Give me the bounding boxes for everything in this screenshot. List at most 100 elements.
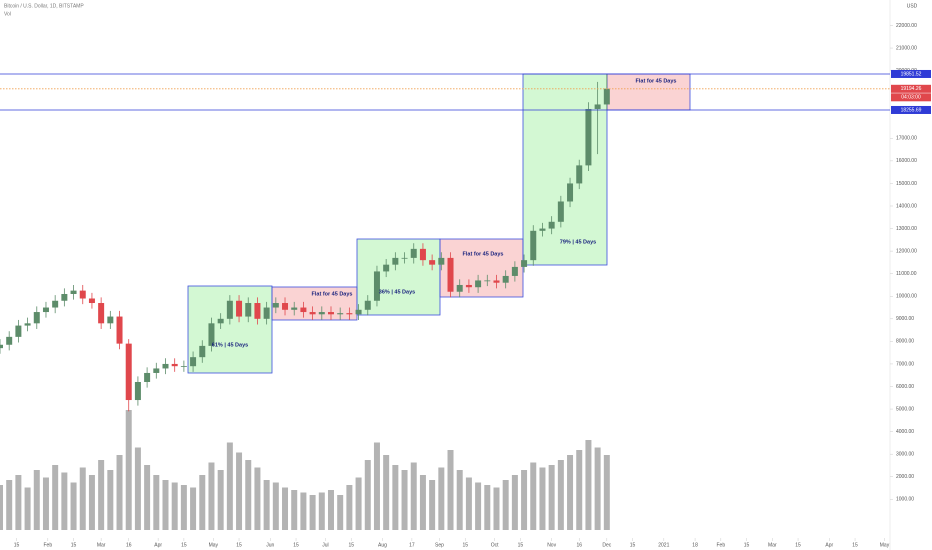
volume-bar bbox=[502, 480, 509, 530]
candle-body bbox=[419, 248, 426, 261]
candle-body bbox=[245, 303, 252, 317]
volume-bar bbox=[309, 495, 316, 530]
volume-bar bbox=[162, 480, 169, 530]
candle-body bbox=[171, 363, 178, 367]
y-tick-label: 17000.00 bbox=[896, 136, 917, 142]
volume-bar bbox=[282, 487, 289, 530]
countdown-label: 04:03:00 bbox=[901, 95, 921, 101]
candle-body bbox=[153, 368, 160, 373]
candle-body bbox=[116, 316, 123, 344]
volume-bar bbox=[484, 485, 491, 530]
candle-body bbox=[355, 309, 362, 315]
gain-box bbox=[522, 73, 608, 266]
candle-body bbox=[383, 264, 390, 272]
volume-bar bbox=[521, 470, 528, 530]
volume-bar bbox=[511, 475, 518, 530]
volume-bar bbox=[346, 485, 353, 530]
gain-box bbox=[356, 238, 441, 316]
x-tick-label: 15 bbox=[852, 542, 858, 548]
volume-bar bbox=[217, 470, 224, 530]
price-label: 19851.52 bbox=[901, 71, 922, 77]
candle-body bbox=[61, 293, 68, 301]
candle-body bbox=[125, 343, 132, 401]
volume-bar bbox=[557, 460, 564, 530]
candle-body bbox=[282, 303, 289, 310]
y-tick-label: 13000.00 bbox=[896, 226, 917, 232]
candle-body bbox=[337, 313, 344, 315]
y-tick-label: 15000.00 bbox=[896, 181, 917, 187]
candle-body bbox=[42, 307, 49, 313]
x-tick-label: 2021 bbox=[658, 542, 669, 548]
volume-bar bbox=[134, 447, 141, 530]
volume-bar bbox=[383, 455, 390, 530]
volume-bar bbox=[530, 462, 537, 530]
candle-body bbox=[511, 266, 518, 276]
x-tick-label: 15 bbox=[71, 542, 77, 548]
y-tick-label: 6000.00 bbox=[896, 384, 914, 390]
volume-bar bbox=[125, 410, 132, 530]
price-label: 19194.26 bbox=[901, 86, 922, 92]
volume-bar bbox=[199, 475, 206, 530]
chart-title: Bitcoin / U.S. Dollar, 1D, BITSTAMP bbox=[4, 3, 84, 9]
candle-body bbox=[226, 300, 233, 319]
y-tick-label: 10000.00 bbox=[896, 294, 917, 300]
candle-body bbox=[456, 284, 463, 292]
x-tick-label: Nov bbox=[547, 542, 556, 548]
candle-body bbox=[300, 307, 307, 313]
volume-bar bbox=[438, 467, 445, 530]
candle-body bbox=[603, 88, 610, 105]
volume-bar bbox=[33, 470, 40, 530]
y-tick-label: 2000.00 bbox=[896, 474, 914, 480]
candle-body bbox=[134, 381, 141, 401]
volume-bar bbox=[107, 470, 114, 530]
candle-body bbox=[291, 307, 298, 310]
volume-bar bbox=[263, 480, 270, 530]
candle-body bbox=[530, 230, 537, 261]
volume-bar bbox=[291, 490, 298, 530]
candle-body bbox=[373, 271, 380, 301]
x-tick-label: 15 bbox=[795, 542, 801, 548]
candle-body bbox=[521, 260, 528, 267]
volume-bar bbox=[116, 455, 123, 530]
y-tick-label: 4000.00 bbox=[896, 429, 914, 435]
annotation: Flat for 45 Days bbox=[463, 251, 504, 257]
volume-bar bbox=[272, 482, 279, 530]
volume-bar bbox=[88, 475, 95, 530]
x-tick-label: 15 bbox=[181, 542, 187, 548]
x-tick-label: 15 bbox=[236, 542, 242, 548]
volume-bar bbox=[410, 462, 417, 530]
candle-body bbox=[567, 183, 574, 202]
axis-unit: USD bbox=[907, 3, 918, 9]
annotation: 36% | 45 Days bbox=[379, 289, 415, 295]
candle-body bbox=[548, 221, 555, 229]
x-tick-label: 15 bbox=[518, 542, 524, 548]
candle-body bbox=[254, 303, 261, 319]
y-tick-label: 8000.00 bbox=[896, 339, 914, 345]
candle-body bbox=[429, 260, 436, 265]
x-tick-label: Jul bbox=[322, 542, 328, 548]
y-tick-label: 22000.00 bbox=[896, 23, 917, 29]
x-tick-label: Apr bbox=[154, 542, 162, 548]
volume-bar bbox=[539, 467, 546, 530]
annotation: Flat for 45 Days bbox=[636, 78, 677, 84]
x-tick-label: Apr bbox=[825, 542, 833, 548]
volume-bar bbox=[456, 470, 463, 530]
volume-bar bbox=[208, 462, 215, 530]
volume-bar bbox=[236, 452, 243, 530]
marks bbox=[0, 74, 610, 530]
volume-bar bbox=[98, 460, 105, 530]
candle-body bbox=[217, 318, 224, 324]
volume-bar bbox=[24, 487, 31, 530]
volume-bar bbox=[245, 460, 252, 530]
volume-bar bbox=[6, 480, 13, 530]
x-tick-label: 17 bbox=[409, 542, 415, 548]
volume-bar bbox=[465, 477, 472, 530]
x-tick-label: Jun bbox=[266, 542, 274, 548]
x-tick-label: 15 bbox=[462, 542, 468, 548]
candle-body bbox=[98, 303, 105, 324]
volume-bar bbox=[548, 465, 555, 530]
x-tick-label: 15 bbox=[293, 542, 299, 548]
candle-body bbox=[15, 325, 22, 337]
x-tick-label: 16 bbox=[576, 542, 582, 548]
volume-bar bbox=[364, 460, 371, 530]
